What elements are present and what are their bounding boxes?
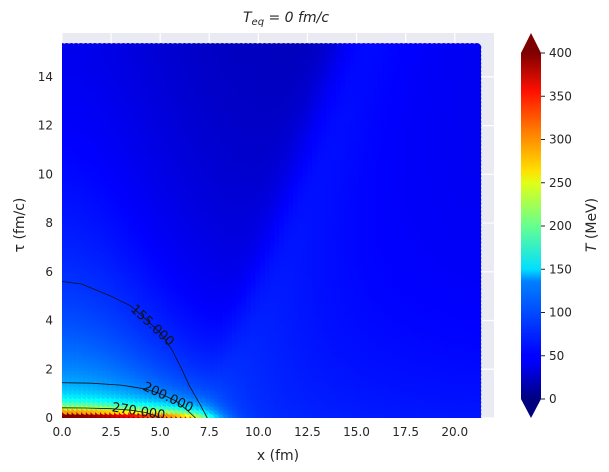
heatmap-points: [62, 43, 482, 418]
chart-title: Teq = 0 fm/c: [243, 10, 329, 28]
